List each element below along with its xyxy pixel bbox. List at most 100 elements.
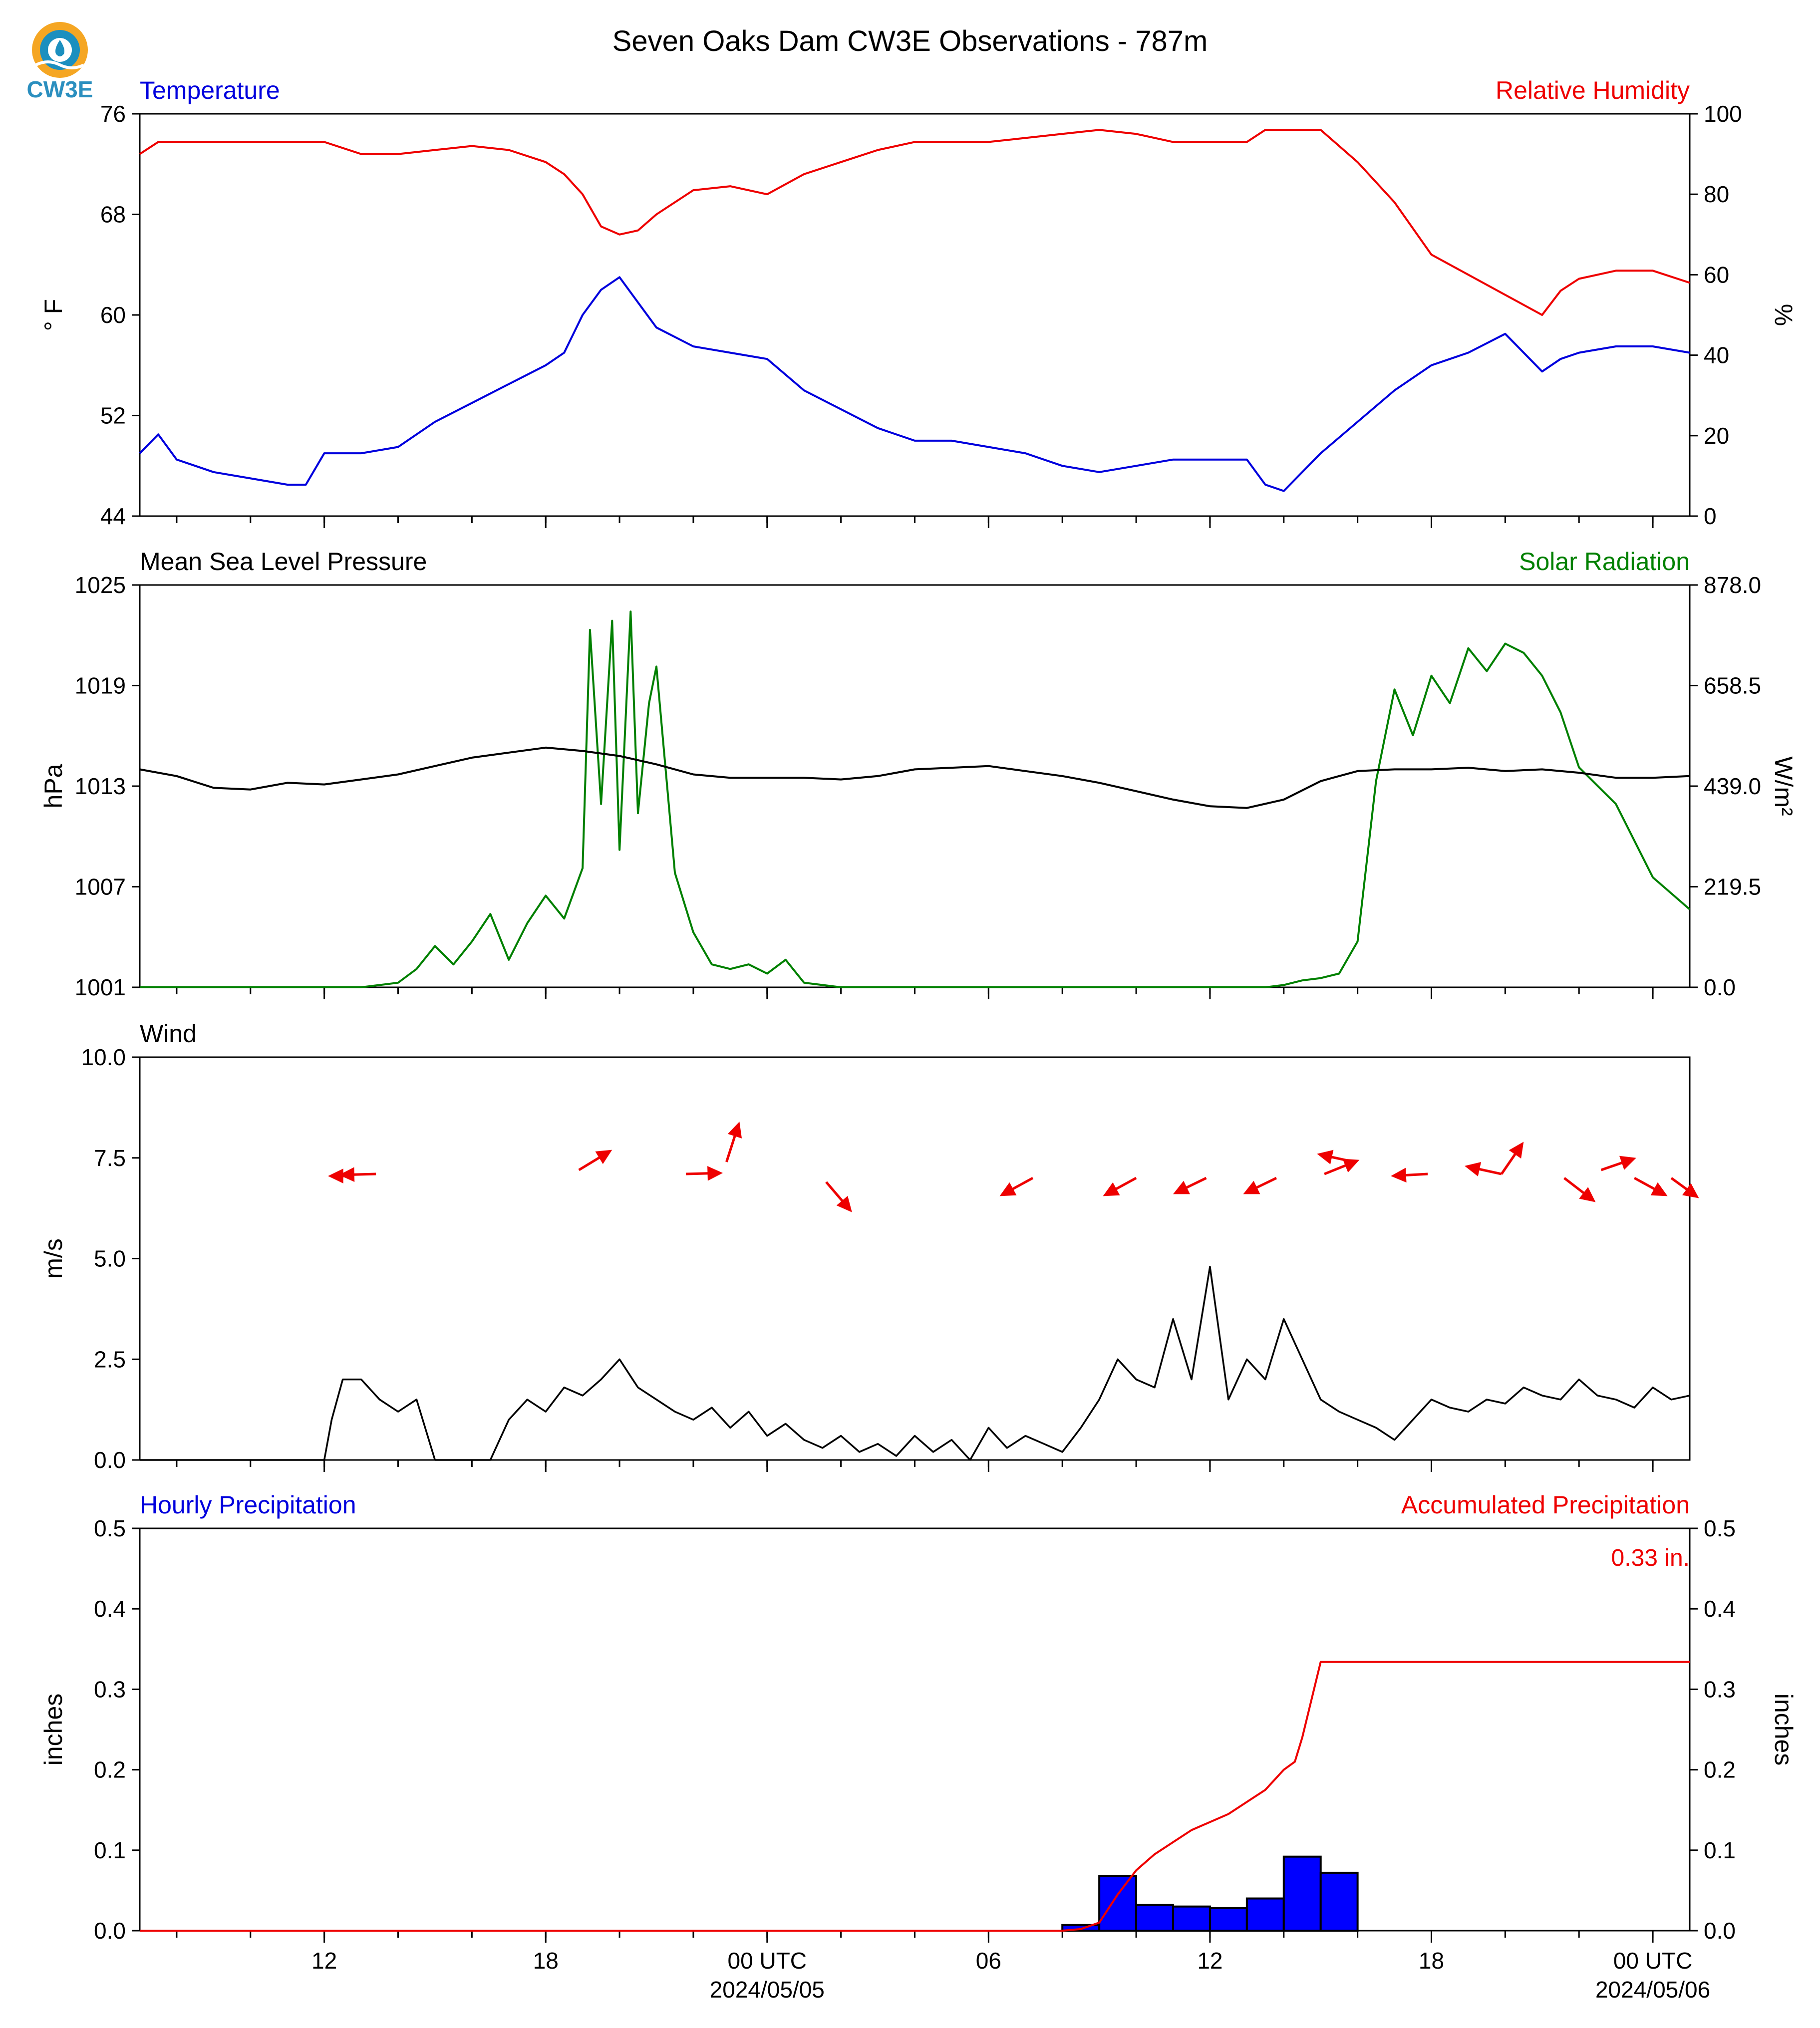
y-right-axis-label: W/m² — [1770, 756, 1798, 816]
temperature-series-line — [139, 276, 1690, 492]
y-tick-label: 0.3 — [94, 1676, 126, 1702]
x-tick-label: 18 — [1419, 1948, 1444, 1974]
precip-bar — [1319, 1871, 1359, 1932]
cw3e-logo: CW3E — [27, 22, 93, 102]
wind-arrow-head — [707, 1166, 723, 1181]
y-right-tick-label: 219.5 — [1704, 874, 1761, 900]
panel-left-title: Wind — [140, 1020, 197, 1048]
y-right-tick-label: 60 — [1704, 262, 1729, 288]
y-right-tick-label: 658.5 — [1704, 673, 1761, 699]
x-axis: 12 18 00 UTC 06 12 18 00 UTC 2024/05/05 2024/05/… — [311, 1948, 1710, 2003]
y-tick-label: 1001 — [75, 974, 126, 1000]
wind-arrow-head — [727, 1122, 742, 1139]
y-tick-label: 1025 — [75, 572, 126, 598]
precip-bar — [1282, 1855, 1322, 1932]
wind-arrow-head — [1619, 1156, 1636, 1170]
x-tick-label: 12 — [311, 1948, 337, 1974]
panel-right-title: Accumulated Precipitation — [1401, 1491, 1690, 1519]
y-tick-label: 60 — [100, 302, 126, 328]
y-tick-label: 0.4 — [94, 1596, 126, 1622]
y-tick-label: 0.0 — [94, 1918, 126, 1944]
precip-total-annotation: 0.33 in. — [1611, 1545, 1690, 1571]
y-right-tick-label: 878.0 — [1704, 572, 1761, 598]
y-right-tick-label: 100 — [1704, 101, 1742, 127]
y-right-tick-label: 439.0 — [1704, 773, 1761, 799]
plot-frame — [139, 113, 1691, 517]
wind-speed-line — [140, 1265, 1690, 1461]
plot-frame — [139, 1056, 1691, 1461]
wind-arrow-head — [1317, 1150, 1334, 1164]
x-date-label: 2024/05/06 — [1595, 1977, 1710, 2003]
precip-bar — [1172, 1905, 1211, 1932]
y-tick-label: 76 — [100, 101, 126, 127]
x-tick-label: 00 UTC — [1613, 1948, 1692, 1974]
y-right-tick-label: 0 — [1704, 503, 1717, 529]
precip-bar — [1209, 1907, 1248, 1932]
precip-bar — [1098, 1875, 1138, 1932]
wind-arrow-head — [1391, 1167, 1407, 1183]
y-right-tick-label: 80 — [1704, 181, 1729, 207]
y-right-tick-label: 0.1 — [1704, 1837, 1736, 1863]
y-right-tick-label: 20 — [1704, 423, 1729, 449]
y-right-tick-label: 40 — [1704, 342, 1729, 368]
y-right-tick-label: 0.5 — [1704, 1515, 1736, 1541]
logo-wave-1 — [35, 60, 85, 69]
wind-arrow-head — [999, 1182, 1017, 1196]
y-tick-label: 10.0 — [81, 1044, 126, 1070]
wind-arrow-head — [1173, 1180, 1190, 1194]
x-tick-label: 06 — [976, 1948, 1001, 1974]
panel-left-title: Hourly Precipitation — [140, 1491, 356, 1519]
x-tick-label: 18 — [533, 1948, 559, 1974]
y-right-tick-label: 0.3 — [1704, 1676, 1736, 1702]
y-right-axis-label: inches — [1770, 1694, 1798, 1766]
x-date-label: 2024/05/05 — [710, 1977, 825, 2003]
wind-arrow-shaft — [725, 1131, 738, 1162]
y-tick-label: 2.5 — [94, 1346, 126, 1372]
y-axis-label: ° F — [39, 299, 67, 331]
y-tick-label: 1013 — [75, 773, 126, 799]
x-tick-label: 00 UTC — [728, 1948, 807, 1974]
x-tick-label: 12 — [1197, 1948, 1222, 1974]
wind-arrow-head — [1243, 1180, 1260, 1194]
precip-bar — [1245, 1897, 1285, 1932]
y-axis-label: m/s — [39, 1238, 67, 1279]
y-tick-label: 68 — [100, 202, 126, 228]
pressure-panel: 1001 1007 1013 1019 1025 0.0 219.5 439.0 658.5 87… — [39, 548, 1798, 1000]
y-right-axis-label: % — [1770, 304, 1798, 326]
wind-arrow-head — [339, 1167, 355, 1182]
y-right-tick-label: 0.0 — [1704, 1918, 1736, 1944]
temperature-panel: 44 52 60 68 76 0 20 40 60 80 100 Temperature Relativ… — [39, 76, 1798, 529]
y-tick-label: 44 — [100, 503, 126, 529]
wind-arrow-head — [1682, 1183, 1699, 1198]
solar-series-line — [140, 610, 1691, 988]
rh-series-line — [139, 129, 1690, 316]
precip-bar — [1135, 1904, 1175, 1932]
panel-left-title: Temperature — [140, 76, 280, 104]
wind-arrow-head — [1579, 1187, 1596, 1202]
panel-right-title: Solar Radiation — [1519, 548, 1690, 576]
y-tick-label: 1019 — [75, 673, 126, 699]
wind-arrow-head — [328, 1168, 343, 1183]
plot-frame — [139, 1527, 1691, 1932]
water-drop-icon — [55, 40, 64, 56]
y-tick-label: 0.0 — [94, 1447, 126, 1473]
wind-panel: 0.0 2.5 5.0 7.5 10.0 Wind m/s — [39, 1020, 1699, 1473]
y-axis-label: hPa — [39, 764, 67, 808]
wind-arrow-head — [1465, 1161, 1482, 1176]
logo-text: CW3E — [27, 76, 93, 102]
precipitation-panel: 0.0 0.1 0.2 0.3 0.4 0.5 0.0 0.1 0.2 0.3 0.4 0.5 Hour… — [39, 1491, 1798, 1944]
wind-arrow-head — [1342, 1159, 1360, 1172]
plot-frame — [139, 584, 1691, 988]
y-tick-label: 7.5 — [94, 1145, 126, 1171]
wind-arrow-head — [1650, 1182, 1668, 1196]
chart-title: Seven Oaks Dam CW3E Observations - 787m — [612, 25, 1208, 57]
y-tick-label: 5.0 — [94, 1246, 126, 1272]
y-tick-label: 1007 — [75, 874, 126, 900]
y-tick-label: 0.5 — [94, 1515, 126, 1541]
wind-arrow-head — [836, 1195, 852, 1212]
pressure-series-line — [139, 746, 1690, 809]
panel-right-title: Relative Humidity — [1496, 76, 1690, 104]
wind-arrow-head — [1103, 1182, 1120, 1196]
y-right-tick-label: 0.4 — [1704, 1596, 1736, 1622]
